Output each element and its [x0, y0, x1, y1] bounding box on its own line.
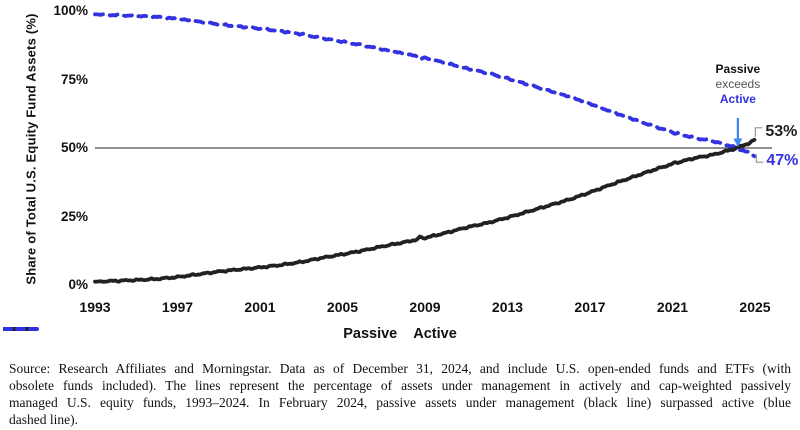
y-tick-label: 100% [53, 3, 88, 18]
active-line-series [93, 12, 757, 159]
passive-label-connector [754, 127, 763, 137]
x-tick-label: 2021 [656, 299, 689, 315]
active-line-swatch [3, 327, 39, 331]
chart-canvas [93, 12, 772, 284]
caption-line: obsolete funds included). The lines repr… [9, 378, 791, 394]
annotation-exceeds-word: exceeds [715, 77, 761, 91]
x-tick-label: 2025 [739, 299, 771, 315]
chart-area: Share of Total U.S. Equity Fund Assets (… [0, 3, 800, 342]
y-tick-label: 75% [60, 71, 88, 87]
y-tick-label: 50% [60, 140, 88, 155]
annotation-active-word: Active [719, 92, 756, 106]
source-caption: Source: Research Affiliates and Mornings… [9, 360, 791, 429]
caption-line: managed U.S. equity funds, 1993–2024. In… [9, 395, 791, 411]
x-tick-label: 2017 [574, 299, 606, 315]
x-tick-label: 2001 [244, 299, 276, 315]
x-tick-label: 2009 [409, 299, 441, 315]
legend-passive-label: Passive [343, 326, 398, 342]
active-end-value-label: 47% [766, 152, 799, 170]
y-tick-label: 25% [60, 208, 88, 224]
x-tick-label: 2013 [491, 299, 524, 315]
crossover-arrow-head [733, 138, 743, 147]
crossover-annotation: Passive exceeds Active [716, 62, 761, 107]
legend: Passive Active [0, 326, 800, 342]
x-tick-label: 1993 [79, 299, 111, 315]
x-tick-label: 2005 [326, 299, 359, 315]
caption-line: Source: Research Affiliates and Mornings… [9, 361, 791, 376]
y-tick-label: 0% [68, 277, 88, 292]
passive-end-value-label: 53% [765, 122, 798, 140]
legend-active-label: Active [413, 326, 457, 342]
caption-line: dashed line). [9, 412, 78, 428]
active-label-connector [755, 154, 764, 163]
passive-line-series [93, 137, 757, 284]
annotation-passive-word: Passive [715, 62, 761, 76]
x-tick-label: 1997 [161, 299, 194, 315]
